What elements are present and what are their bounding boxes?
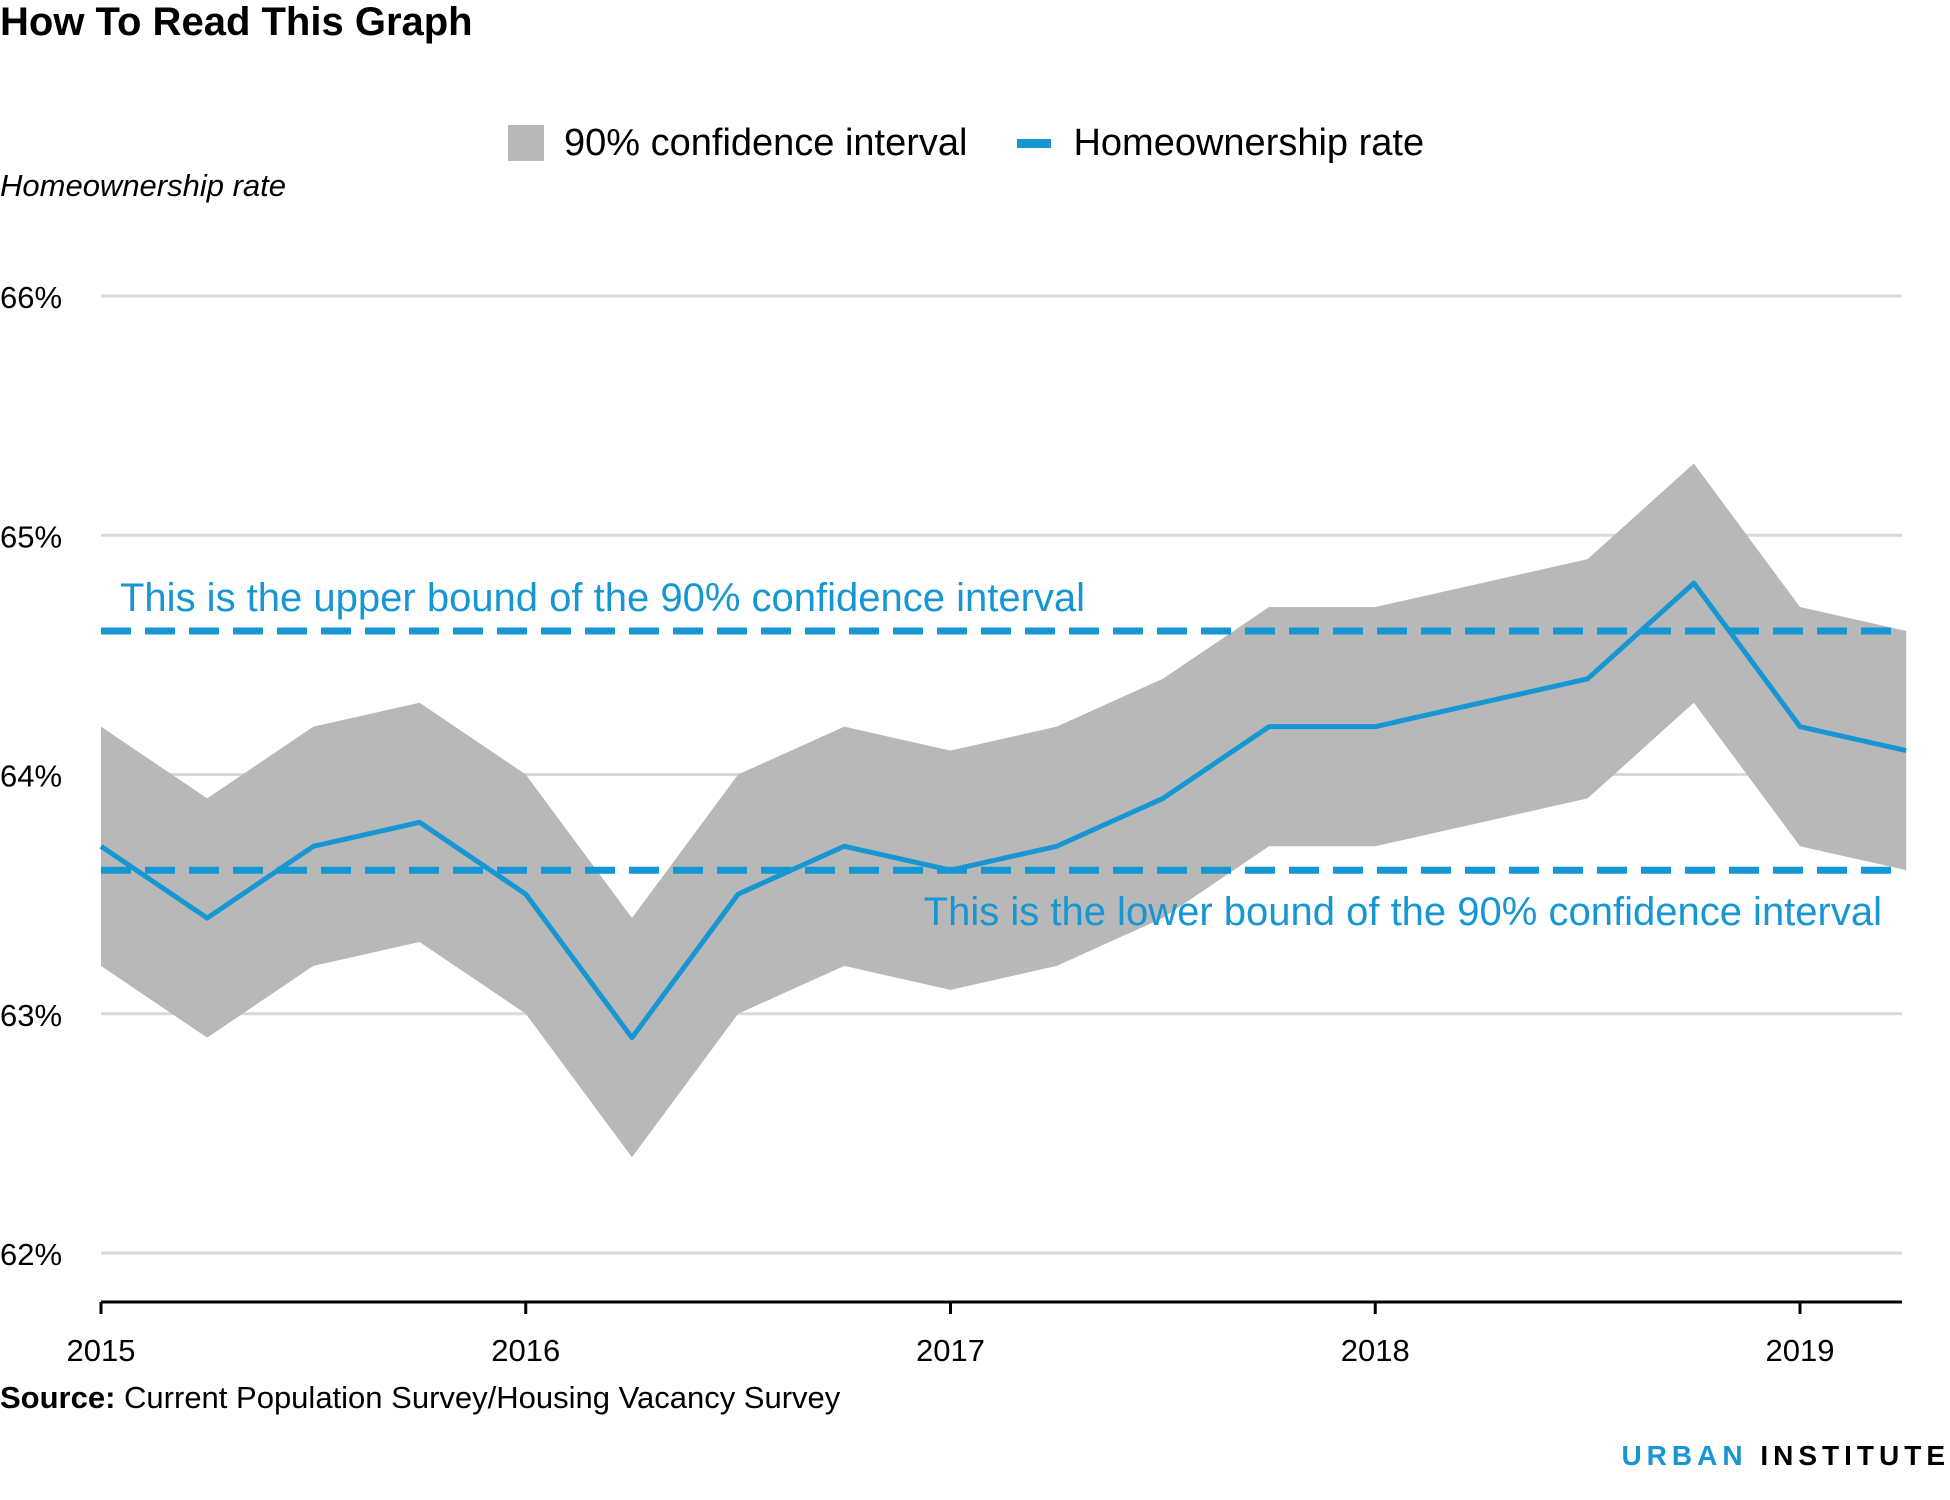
x-tick-label: 2017 — [916, 1333, 985, 1368]
lower-bound-annotation: This is the lower bound of the 90% confi… — [924, 890, 1882, 934]
legend-swatch-band — [508, 125, 544, 161]
logo-urban: URBAN — [1621, 1440, 1748, 1471]
urban-institute-logo: URBAN INSTITUTE — [1621, 1440, 1950, 1472]
homeownership-rate-line — [99, 580, 1907, 1041]
source-label: Source: — [0, 1380, 116, 1415]
legend-label-homeownership-rate: Homeownership rate — [1073, 121, 1425, 164]
logo-institute: INSTITUTE — [1760, 1440, 1950, 1471]
legend: 90% confidence interval Homeownership ra… — [508, 118, 1474, 168]
x-tick-label: 2018 — [1341, 1333, 1410, 1368]
y-tick-label: 64% — [0, 759, 62, 794]
confidence-band — [101, 463, 1907, 1158]
source-text: Current Population Survey/Housing Vacanc… — [124, 1380, 841, 1415]
legend-item-confidence-interval: 90% confidence interval — [508, 122, 967, 165]
chart-title: How To Read This Graph — [0, 0, 473, 44]
legend-swatch-line — [1017, 138, 1052, 148]
x-tick-label: 2019 — [1766, 1333, 1835, 1368]
y-tick-label: 66% — [0, 280, 62, 315]
y-tick-label: 62% — [0, 1237, 62, 1272]
legend-item-homeownership-rate: Homeownership rate — [1017, 122, 1424, 165]
x-tick-label: 2015 — [67, 1333, 136, 1368]
upper-bound-annotation: This is the upper bound of the 90% confi… — [120, 576, 1085, 620]
y-tick-label: 63% — [0, 998, 62, 1033]
source-note: Source: Current Population Survey/Housin… — [0, 1380, 840, 1416]
x-tick-label: 2016 — [491, 1333, 560, 1368]
y-tick-label: 65% — [0, 519, 62, 554]
y-axis-label: Homeownership rate — [0, 168, 287, 203]
legend-label-confidence-interval: 90% confidence interval — [564, 121, 968, 164]
